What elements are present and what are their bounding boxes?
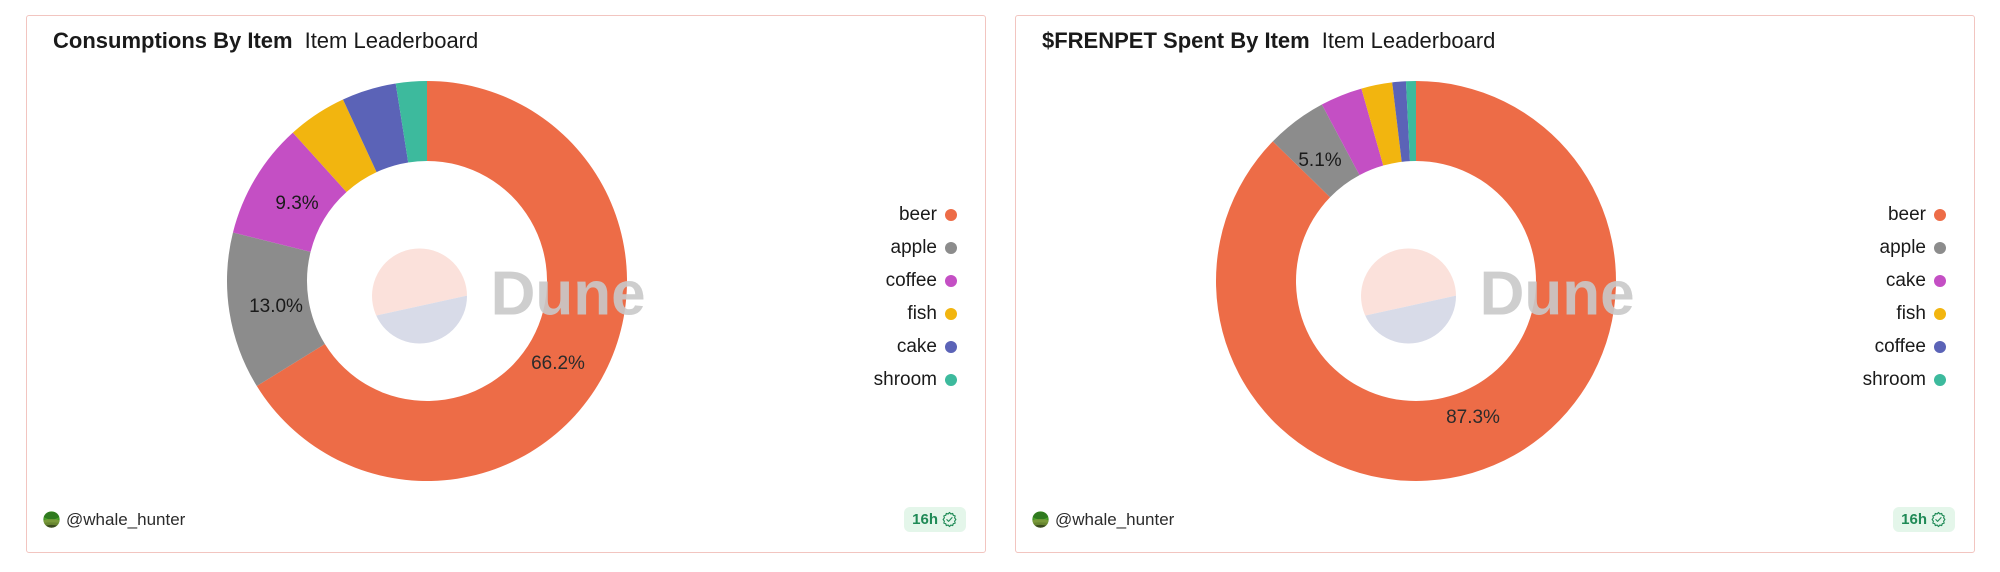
svg-text:Dune: Dune bbox=[491, 260, 646, 329]
svg-text:13.0%: 13.0% bbox=[249, 296, 303, 317]
svg-text:66.2%: 66.2% bbox=[531, 353, 585, 374]
svg-text:Dune: Dune bbox=[1480, 260, 1635, 329]
svg-text:87.3%: 87.3% bbox=[1446, 407, 1500, 428]
svg-text:5.1%: 5.1% bbox=[1298, 150, 1341, 171]
svg-text:9.3%: 9.3% bbox=[275, 193, 318, 214]
